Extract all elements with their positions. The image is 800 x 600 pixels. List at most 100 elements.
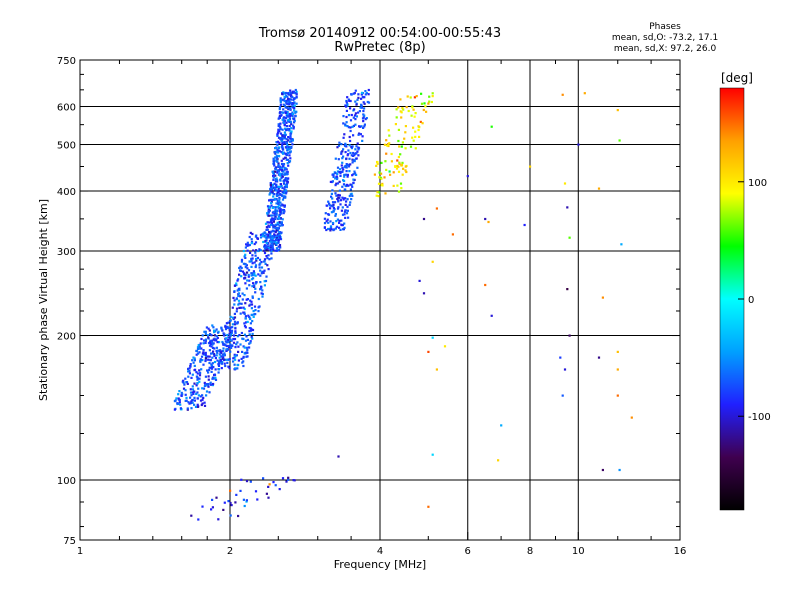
data-point: [276, 191, 279, 194]
data-point: [229, 514, 232, 517]
data-point: [266, 212, 269, 215]
phase-colorbar: 100 0 -100: [719, 87, 771, 511]
data-point: [292, 118, 295, 121]
data-point: [397, 106, 400, 109]
data-point: [244, 276, 247, 279]
data-point: [397, 128, 400, 131]
x-tick-label: 1: [77, 546, 83, 557]
data-point: [355, 145, 358, 148]
data-point: [395, 116, 398, 119]
data-point: [342, 179, 345, 182]
data-point: [357, 154, 360, 157]
data-point: [208, 349, 211, 352]
data-point: [289, 137, 292, 140]
data-point: [376, 162, 379, 165]
data-point: [243, 294, 246, 297]
data-point: [278, 197, 281, 200]
data-point: [329, 207, 332, 210]
data-point: [347, 165, 351, 168]
data-point: [367, 101, 371, 104]
colorbar-unit: [deg]: [721, 71, 753, 85]
data-point: [207, 371, 210, 374]
data-point: [274, 189, 277, 192]
data-point: [202, 349, 205, 352]
data-point: [198, 380, 201, 383]
data-point: [332, 221, 335, 225]
data-point: [204, 375, 207, 378]
data-point: [204, 341, 207, 344]
data-point: [327, 200, 330, 203]
data-point: [251, 285, 254, 288]
data-point: [243, 255, 246, 258]
data-point: [348, 99, 351, 102]
data-point: [270, 257, 273, 260]
data-point: [246, 267, 249, 270]
data-point: [346, 125, 349, 128]
data-point: [277, 140, 280, 143]
data-point: [414, 135, 417, 138]
data-point: [290, 146, 293, 149]
data-point: [244, 273, 247, 276]
data-point: [287, 151, 290, 154]
data-point: [347, 149, 350, 152]
data-point: [363, 107, 366, 110]
data-point: [234, 346, 237, 349]
data-point: [285, 153, 288, 156]
data-point: [224, 328, 228, 331]
data-point: [336, 177, 339, 181]
data-point: [339, 172, 342, 175]
data-point: [233, 353, 236, 356]
data-point: [212, 350, 215, 353]
data-point: [199, 395, 202, 398]
data-point: [384, 160, 387, 163]
data-point: [285, 117, 288, 120]
data-point: [245, 287, 248, 290]
data-point: [213, 331, 216, 334]
data-point: [347, 153, 350, 156]
data-point: [344, 188, 347, 191]
data-point: [344, 151, 347, 154]
data-point: [334, 214, 337, 217]
data-point: [284, 189, 288, 192]
data-point: [186, 382, 189, 385]
data-point: [223, 501, 226, 504]
data-point: [349, 99, 352, 103]
data-point: [244, 326, 247, 329]
data-point: [597, 187, 601, 190]
data-point: [246, 244, 249, 247]
data-point: [395, 167, 399, 170]
data-point: [266, 264, 269, 267]
data-point: [288, 147, 291, 150]
data-point: [335, 225, 338, 228]
data-point: [397, 190, 401, 193]
data-point: [280, 114, 283, 117]
data-point: [282, 210, 285, 213]
data-point: [283, 104, 287, 107]
data-point: [346, 164, 349, 167]
data-point: [272, 220, 275, 223]
data-point: [233, 356, 236, 359]
data-point: [281, 111, 284, 114]
data-point: [273, 242, 276, 245]
data-point: [274, 230, 277, 234]
data-point: [206, 334, 210, 337]
data-point: [191, 373, 194, 376]
data-point: [381, 182, 384, 185]
data-point: [349, 183, 352, 186]
data-point: [200, 347, 203, 350]
data-point: [274, 186, 278, 189]
data-point: [277, 154, 280, 158]
data-point: [351, 161, 354, 164]
data-point: [275, 247, 278, 250]
data-point: [180, 394, 183, 397]
data-point: [384, 192, 387, 195]
data-point: [277, 164, 280, 167]
data-point: [338, 168, 342, 171]
data-point: [235, 282, 238, 285]
data-point: [349, 193, 352, 196]
data-point: [229, 489, 232, 492]
data-point: [183, 383, 186, 386]
data-point: [229, 319, 232, 322]
data-point: [343, 143, 346, 147]
data-point: [323, 226, 326, 229]
